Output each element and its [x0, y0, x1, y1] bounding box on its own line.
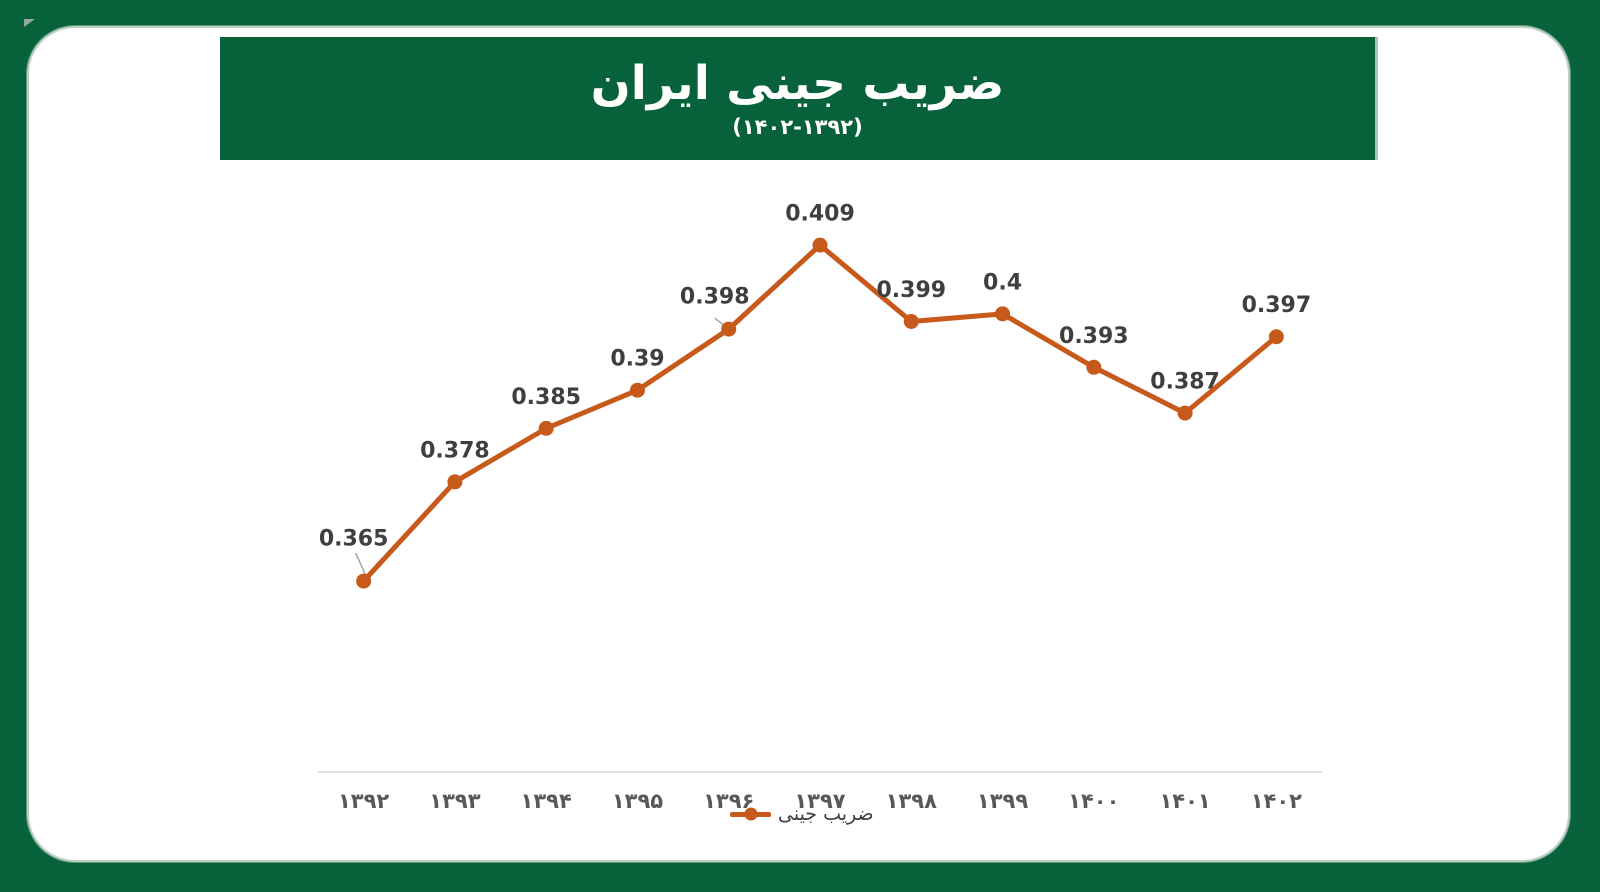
legend: ضریب جینی — [730, 800, 874, 828]
x-tick-label: ۱۴۰۰ — [1068, 789, 1119, 813]
data-label: 0.385 — [511, 385, 581, 410]
data-point-marker — [629, 382, 645, 398]
data-point-marker — [995, 306, 1011, 322]
data-point-marker — [1086, 359, 1102, 375]
label-leader-line — [354, 552, 367, 576]
data-point-marker — [1268, 329, 1284, 345]
x-tick-label: ۱۳۹۳ — [429, 789, 480, 813]
data-point-marker — [721, 321, 737, 337]
data-label: 0.387 — [1150, 370, 1220, 395]
data-label: 0.399 — [876, 278, 946, 303]
chart-subtitle: (۱۴۰۲-۱۳۹۲) — [732, 114, 863, 139]
data-label: 0.398 — [680, 285, 750, 310]
chart-title: ضریب جینی ایران — [590, 56, 1005, 112]
legend-line-marker-icon — [730, 807, 771, 821]
corner-triangle-mark — [24, 19, 35, 27]
x-tick-label: ۱۴۰۱ — [1159, 789, 1210, 813]
legend-label: ضریب جینی — [778, 803, 874, 825]
data-point-marker — [812, 237, 828, 253]
data-point-marker — [447, 474, 463, 490]
x-tick-label: ۱۳۹۲ — [338, 789, 389, 813]
x-tick-label: ۱۳۹۷ — [794, 789, 845, 813]
data-label: 0.378 — [420, 438, 490, 463]
data-point-marker — [538, 420, 554, 436]
data-label: 0.39 — [610, 347, 664, 372]
data-point-marker — [1177, 405, 1193, 421]
chart-card — [27, 26, 1570, 862]
chart-title-banner: ضریب جینی ایران (۱۴۰۲-۱۳۹۲) — [220, 37, 1378, 160]
data-label: 0.397 — [1242, 293, 1312, 318]
data-label: 0.393 — [1059, 324, 1129, 349]
legend-dot-icon — [744, 807, 757, 821]
x-tick-label: ۱۳۹۹ — [977, 789, 1028, 813]
x-tick-label: ۱۴۰۲ — [1251, 789, 1302, 813]
x-tick-label: ۱۳۹۸ — [886, 789, 937, 813]
x-tick-label: ۱۳۹۴ — [521, 789, 572, 813]
data-point-marker — [356, 573, 372, 589]
gini-series-line — [361, 242, 1279, 584]
data-label: 0.409 — [785, 202, 855, 227]
data-point-marker — [903, 313, 919, 329]
data-label: 0.4 — [983, 270, 1022, 295]
x-tick-label: ۱۳۹۵ — [612, 789, 663, 813]
data-label: 0.365 — [319, 527, 389, 552]
